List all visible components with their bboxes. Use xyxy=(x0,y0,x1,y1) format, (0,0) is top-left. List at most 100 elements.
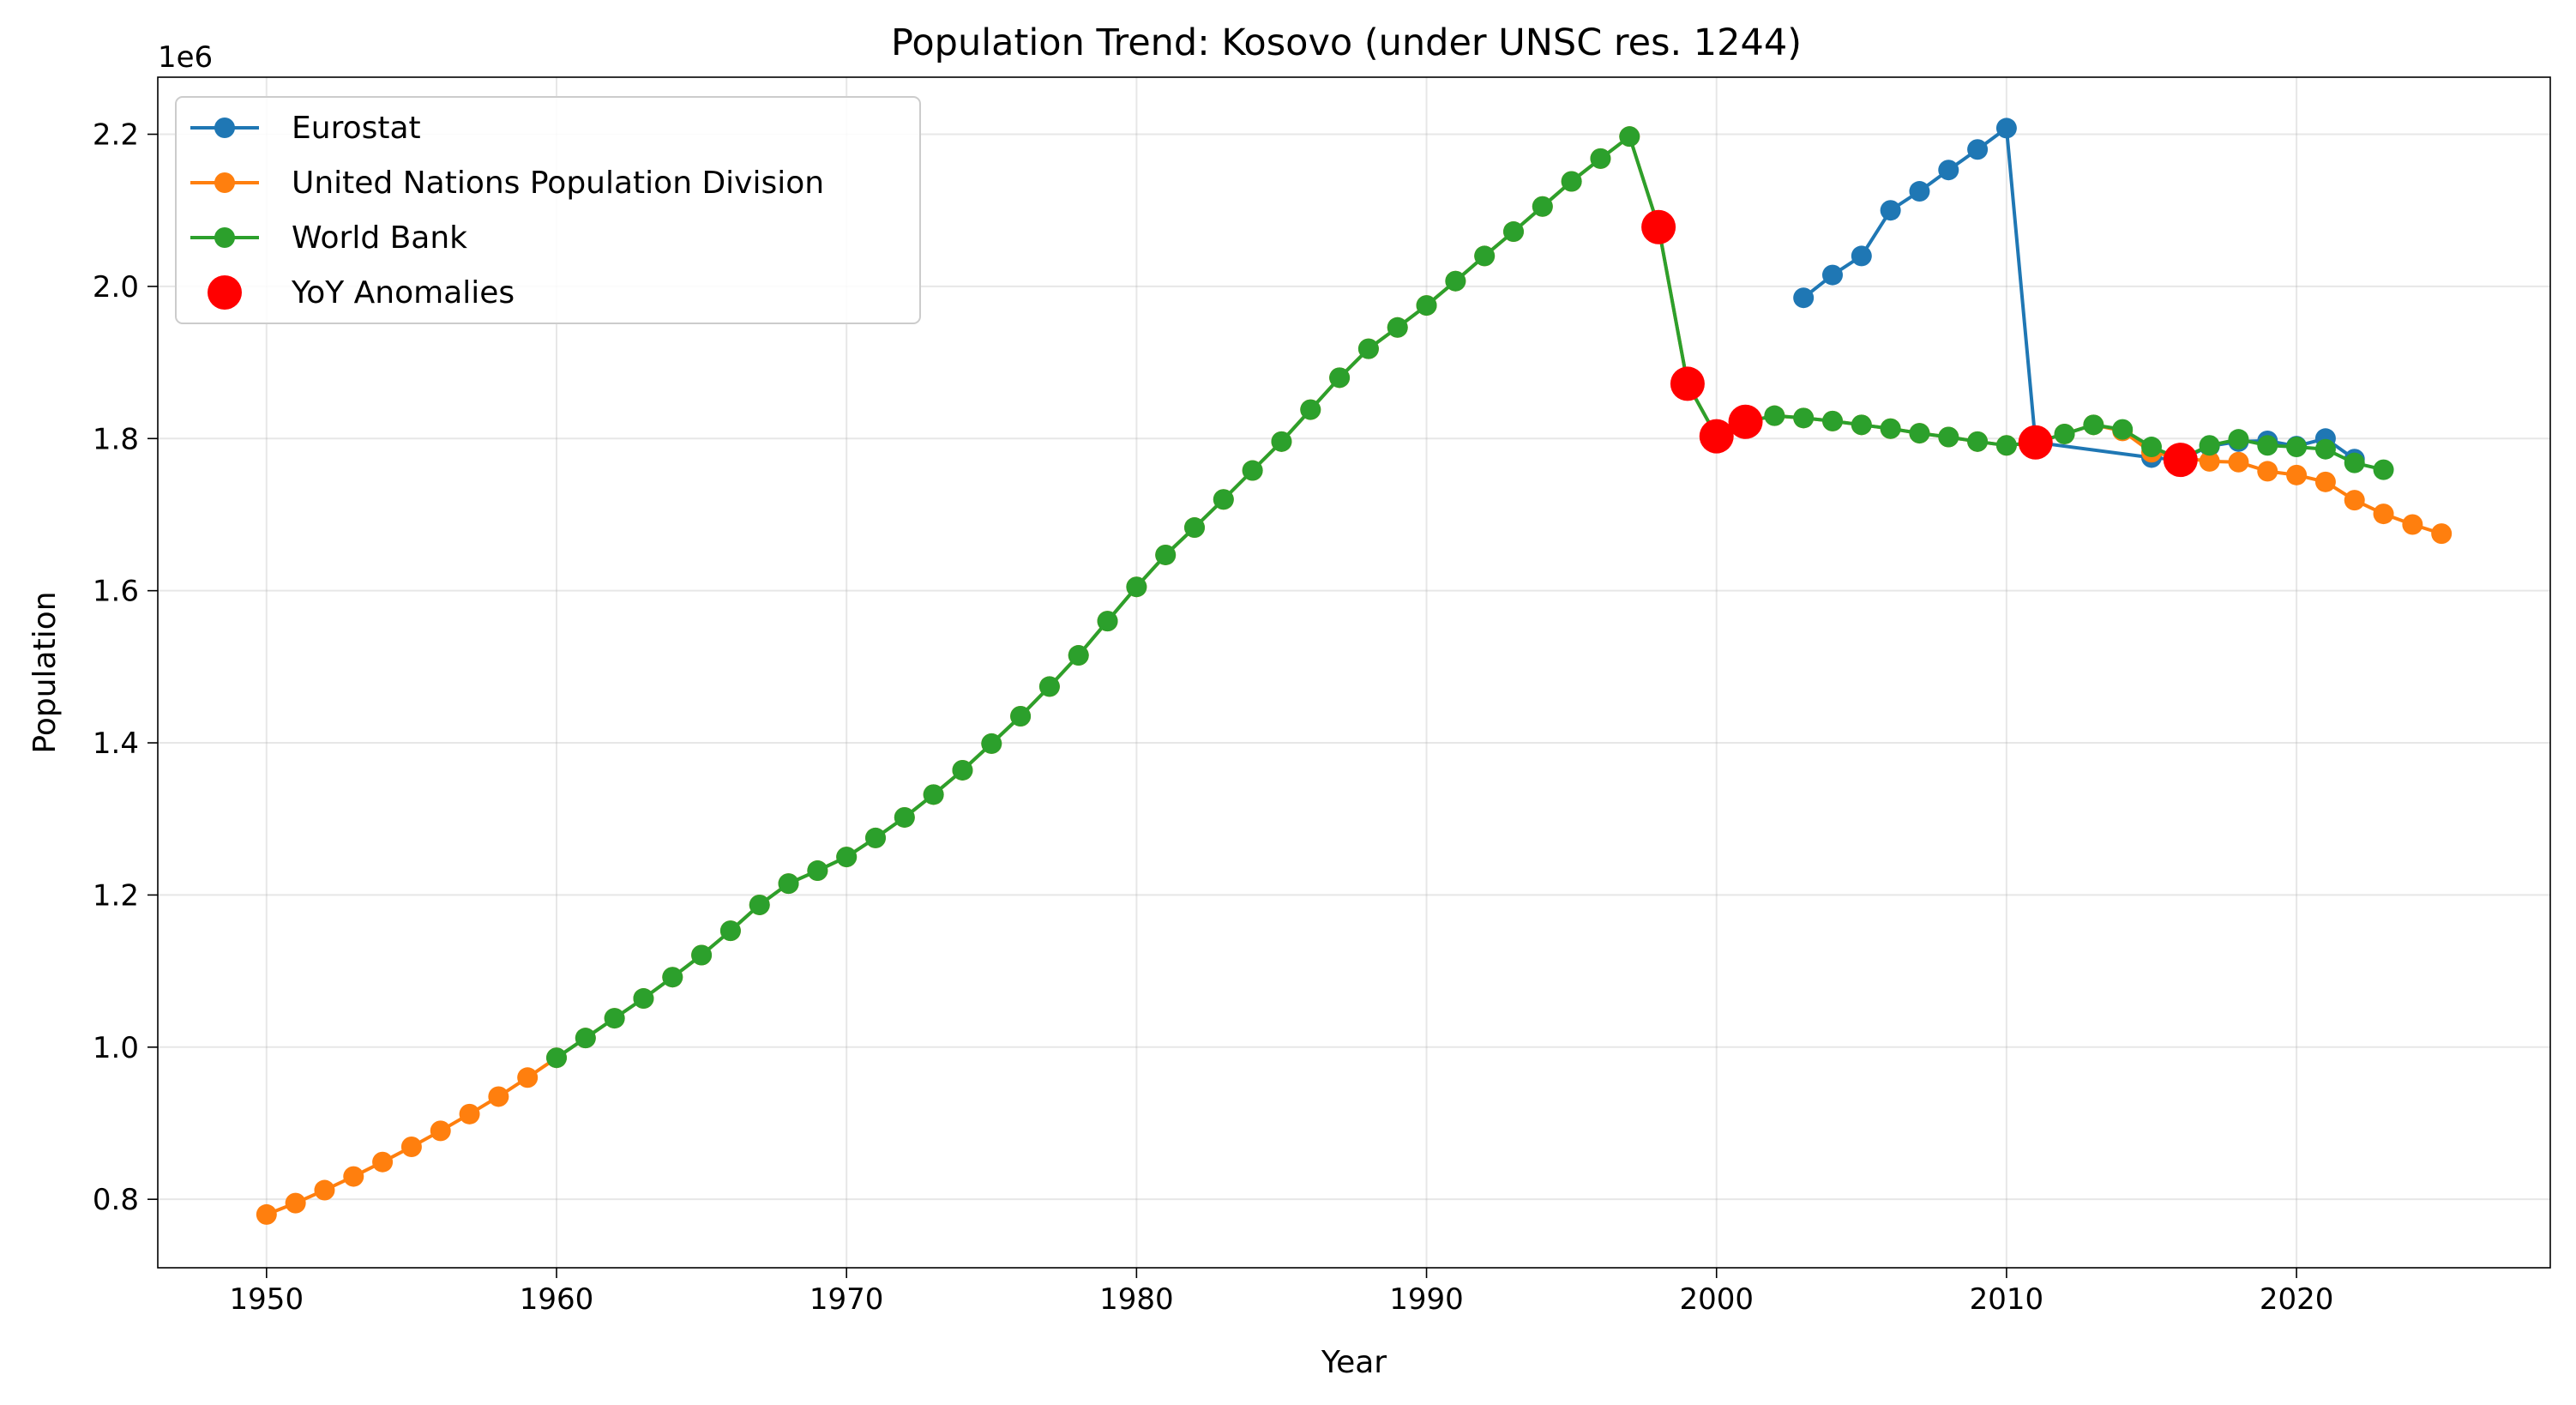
data-point-united-nations-population-division xyxy=(372,1151,394,1173)
data-point-united-nations-population-division xyxy=(2431,523,2453,545)
data-point-united-nations-population-division xyxy=(2257,461,2278,482)
y-tick-label: 1.0 xyxy=(93,1031,139,1065)
data-point-world-bank xyxy=(1068,645,1089,666)
data-point-world-bank xyxy=(691,944,713,966)
x-tick-label: 1950 xyxy=(230,1282,304,1317)
data-point-world-bank xyxy=(2083,414,2104,436)
y-tick-label: 2.0 xyxy=(93,270,139,305)
anomaly-point xyxy=(2163,443,2198,478)
data-point-world-bank xyxy=(749,894,770,915)
chart-title: Population Trend: Kosovo (under UNSC res… xyxy=(891,21,1802,64)
data-point-united-nations-population-division xyxy=(343,1166,364,1187)
anomaly-layer xyxy=(1641,209,2198,478)
data-point-world-bank xyxy=(1880,418,1901,439)
data-point-world-bank xyxy=(952,759,973,781)
data-point-united-nations-population-division xyxy=(430,1120,451,1142)
anomaly-point xyxy=(1699,419,1734,454)
anomaly-point xyxy=(2018,425,2053,460)
legend-swatch-marker xyxy=(214,118,235,138)
data-point-world-bank xyxy=(1764,405,1785,426)
legend-label: World Bank xyxy=(292,220,467,256)
data-point-world-bank xyxy=(604,1008,625,1029)
data-point-world-bank xyxy=(1184,517,1205,539)
legend-swatch-marker xyxy=(208,275,242,310)
legend-swatch-marker xyxy=(214,172,235,193)
data-point-eurostat xyxy=(1851,245,1872,267)
y-tick-label: 1.6 xyxy=(93,575,139,609)
legend-label: YoY Anomalies xyxy=(291,275,515,311)
data-point-united-nations-population-division xyxy=(2286,464,2308,485)
data-point-world-bank xyxy=(2286,437,2308,458)
data-point-world-bank xyxy=(2344,452,2365,473)
legend-label: Eurostat xyxy=(292,111,421,146)
data-point-united-nations-population-division xyxy=(517,1067,539,1088)
data-point-world-bank xyxy=(1010,705,1032,727)
data-point-world-bank xyxy=(1909,423,1930,444)
data-point-world-bank xyxy=(923,784,944,805)
data-point-world-bank xyxy=(1300,399,1321,420)
data-point-world-bank xyxy=(1851,414,1872,436)
data-point-world-bank xyxy=(2112,419,2134,440)
anomaly-point xyxy=(1641,209,1676,244)
data-point-world-bank xyxy=(1590,148,1611,169)
data-point-world-bank xyxy=(1503,221,1524,243)
data-point-united-nations-population-division xyxy=(2199,450,2220,472)
data-point-world-bank xyxy=(981,733,1002,754)
legend-label: United Nations Population Division xyxy=(292,166,824,201)
data-point-eurostat xyxy=(1880,200,1901,221)
data-point-world-bank xyxy=(719,920,741,942)
x-tick-label: 1980 xyxy=(1099,1282,1174,1317)
anomaly-point xyxy=(1670,366,1705,401)
data-point-united-nations-population-division xyxy=(314,1179,335,1201)
data-point-eurostat xyxy=(1909,181,1930,202)
x-tick-label: 1970 xyxy=(810,1282,884,1317)
data-point-united-nations-population-division xyxy=(488,1086,509,1107)
data-point-world-bank xyxy=(1416,295,1437,317)
data-point-united-nations-population-division xyxy=(2314,471,2336,492)
data-point-united-nations-population-division xyxy=(285,1192,306,1214)
data-point-world-bank xyxy=(1619,126,1640,148)
x-tick-label: 2010 xyxy=(1970,1282,2044,1317)
x-axis-label: Year xyxy=(1321,1345,1387,1380)
data-point-world-bank xyxy=(1793,407,1815,429)
data-point-world-bank xyxy=(2373,459,2394,480)
y-axis-ticks: 0.8 1.0 1.2 1.4 1.6 1.8 2.0 2.2 xyxy=(93,118,158,1217)
data-point-world-bank xyxy=(633,988,654,1010)
data-point-world-bank xyxy=(1155,544,1177,565)
data-point-world-bank xyxy=(2314,438,2336,460)
data-point-world-bank xyxy=(865,827,886,848)
data-point-world-bank xyxy=(1532,196,1553,217)
data-point-world-bank xyxy=(1445,270,1466,292)
series-layer xyxy=(256,118,2453,1225)
data-point-world-bank xyxy=(1822,410,1843,431)
data-point-united-nations-population-division xyxy=(2228,451,2249,473)
series-line-world-bank xyxy=(555,135,2384,1059)
data-point-eurostat xyxy=(1995,118,2017,139)
data-point-world-bank xyxy=(1213,489,1234,510)
data-point-world-bank xyxy=(1561,171,1582,192)
data-point-world-bank xyxy=(1967,431,1989,452)
x-axis-ticks: 1950 1960 1970 1980 1990 2000 2010 2020 xyxy=(230,1268,2333,1317)
data-point-world-bank xyxy=(1126,576,1147,598)
data-point-eurostat xyxy=(1967,139,1989,160)
data-point-world-bank xyxy=(1097,611,1118,632)
data-point-world-bank xyxy=(1271,431,1292,452)
data-point-united-nations-population-division xyxy=(2402,514,2423,535)
x-tick-label: 1960 xyxy=(520,1282,594,1317)
data-point-united-nations-population-division xyxy=(459,1103,480,1125)
data-point-world-bank xyxy=(2054,423,2075,444)
data-point-world-bank xyxy=(575,1028,596,1049)
y-tick-label: 1.2 xyxy=(93,878,139,913)
y-tick-label: 1.8 xyxy=(93,422,139,456)
data-point-united-nations-population-division xyxy=(400,1136,422,1157)
data-point-united-nations-population-division xyxy=(2373,504,2394,525)
data-point-world-bank xyxy=(836,847,858,868)
y-axis-label: Population xyxy=(27,591,63,753)
x-tick-label: 2000 xyxy=(1679,1282,1754,1317)
y-tick-label: 2.2 xyxy=(93,118,139,153)
data-point-world-bank xyxy=(2141,437,2162,458)
data-point-world-bank xyxy=(1329,367,1351,389)
data-point-united-nations-population-division xyxy=(256,1203,277,1225)
data-point-world-bank xyxy=(1242,460,1263,481)
